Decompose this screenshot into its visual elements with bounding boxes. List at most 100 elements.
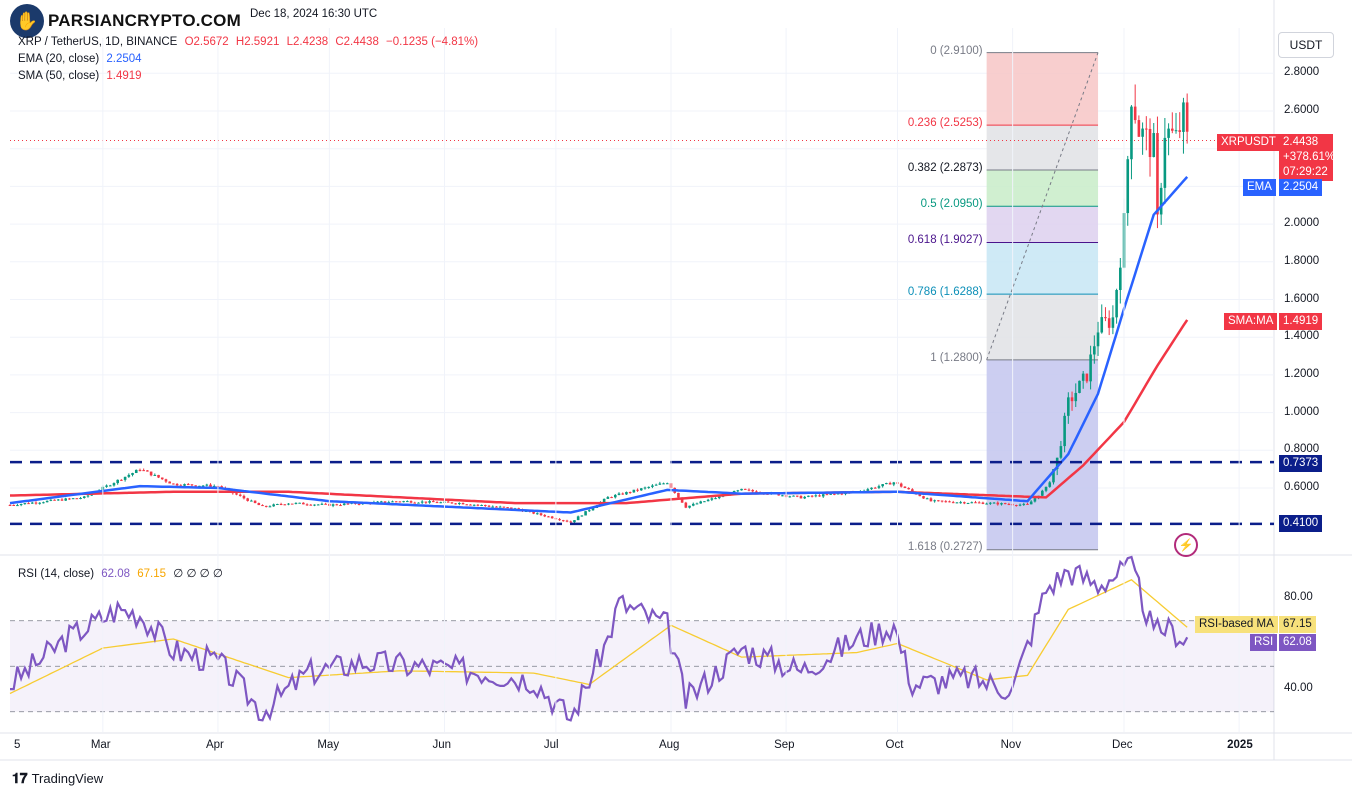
candle-body [955, 502, 959, 504]
candle-body [49, 499, 53, 501]
candle-body [450, 502, 454, 504]
bar-countdown: 07:29:22 [1283, 166, 1328, 178]
candle-body [639, 488, 643, 491]
fib-label: 0.5 (2.0950) [920, 198, 983, 211]
candle-body [1163, 137, 1167, 188]
candle-body [357, 503, 361, 505]
candle-body [951, 502, 955, 504]
candle-body [892, 482, 896, 485]
candle-body [1093, 346, 1096, 355]
candle-body [710, 498, 714, 500]
candle-body [1141, 128, 1144, 137]
candle-body [105, 485, 108, 487]
candle-body [498, 506, 502, 508]
candle-body [833, 493, 836, 495]
candle-body [283, 504, 287, 506]
candle-body [1182, 102, 1185, 132]
candle-body [194, 485, 197, 487]
candle-body [153, 474, 157, 476]
candle-body [1081, 373, 1085, 381]
high-value: H2.5921 [235, 36, 280, 48]
candle-body [53, 499, 56, 501]
candle-body [985, 503, 988, 505]
candle-body [394, 501, 398, 503]
candle-body [461, 503, 465, 505]
ema-legend[interactable]: EMA (20, close) 2.2504 [18, 53, 142, 65]
candle-body [432, 501, 435, 503]
time-tick: May [317, 739, 340, 751]
candle-body [606, 497, 610, 499]
price-change-pct: +378.61% [1283, 151, 1336, 163]
candle-body [591, 507, 595, 511]
candle-body [885, 483, 888, 485]
candle-body [138, 469, 142, 471]
candle-body [829, 493, 832, 495]
candle-body [662, 483, 665, 485]
price-tick: 1.4000 [1284, 330, 1320, 343]
candle-body [803, 496, 806, 499]
candle-body [68, 498, 71, 500]
candle-body [402, 501, 405, 503]
candle-body [34, 502, 38, 504]
candle-body [695, 503, 699, 505]
candle-body [899, 483, 903, 487]
candle-body [617, 493, 621, 495]
rsi-tick: 40.00 [1284, 682, 1313, 694]
candle-body [183, 484, 186, 486]
candle-body [16, 505, 19, 507]
candle-body [714, 498, 717, 500]
time-tick: 5 [14, 739, 21, 751]
candle-body [491, 506, 495, 508]
alert-bolt-icon[interactable]: ⚡ [1174, 533, 1198, 557]
candle-body [502, 506, 506, 508]
candle-body [1022, 503, 1026, 505]
candle-body [643, 487, 647, 489]
candle-body [1159, 187, 1163, 215]
candle-body [446, 501, 450, 503]
ema-tag-value: 2.2504 [1279, 179, 1323, 196]
candle-body [1119, 267, 1122, 290]
candle-body [380, 501, 383, 503]
candle-body [866, 489, 870, 491]
candle-body [23, 503, 27, 505]
candle-body [628, 492, 632, 494]
upper-level-tag: 0.7373 [1279, 455, 1323, 472]
price-tick: 1.8000 [1284, 254, 1320, 267]
candle-body [580, 515, 584, 517]
tradingview-brand[interactable]: 𝟏𝟕 TradingView [12, 770, 103, 787]
price-tick: 1.2000 [1284, 367, 1320, 380]
candle-body [933, 500, 936, 502]
candle-body [818, 495, 821, 497]
candle-body [157, 474, 160, 478]
rsi-legend[interactable]: RSI (14, close) 62.08 67.15 ∅ ∅ ∅ ∅ [18, 566, 223, 580]
currency-button[interactable]: USDT [1278, 32, 1334, 58]
candle-body [30, 502, 34, 504]
candle-body [870, 487, 873, 490]
fib-label: 0.786 (1.6288) [907, 286, 983, 299]
last-price-tag: 2.4438 +378.61% 07:29:22 [1279, 134, 1336, 181]
candle-body [1107, 318, 1111, 328]
candle-body [302, 502, 305, 505]
candle-body [175, 483, 179, 486]
candle-body [164, 479, 168, 482]
candle-body [38, 502, 42, 504]
candle-body [268, 506, 272, 508]
candle-body [149, 471, 153, 476]
candle-body [220, 486, 223, 489]
candle-body [703, 501, 706, 503]
sma-legend[interactable]: SMA (50, close) 1.4919 [18, 70, 142, 82]
sma50-line [10, 319, 1189, 505]
fib-label: 0.236 (2.5253) [907, 117, 983, 130]
ohlc-legend[interactable]: XRP / TetherUS, 1D, BINANCE O2.5672 H2.5… [18, 36, 478, 48]
candle-body [276, 504, 279, 506]
candle-body [940, 500, 944, 502]
fib-label: 1.618 (0.2727) [907, 541, 983, 553]
candle-body [75, 498, 79, 500]
sma-legend-label: SMA (50, close) [18, 70, 100, 82]
candle-body [1111, 317, 1115, 328]
candle-body [391, 501, 394, 503]
candle-body [658, 483, 662, 485]
candle-body [569, 521, 573, 523]
candle-body [1070, 397, 1074, 402]
